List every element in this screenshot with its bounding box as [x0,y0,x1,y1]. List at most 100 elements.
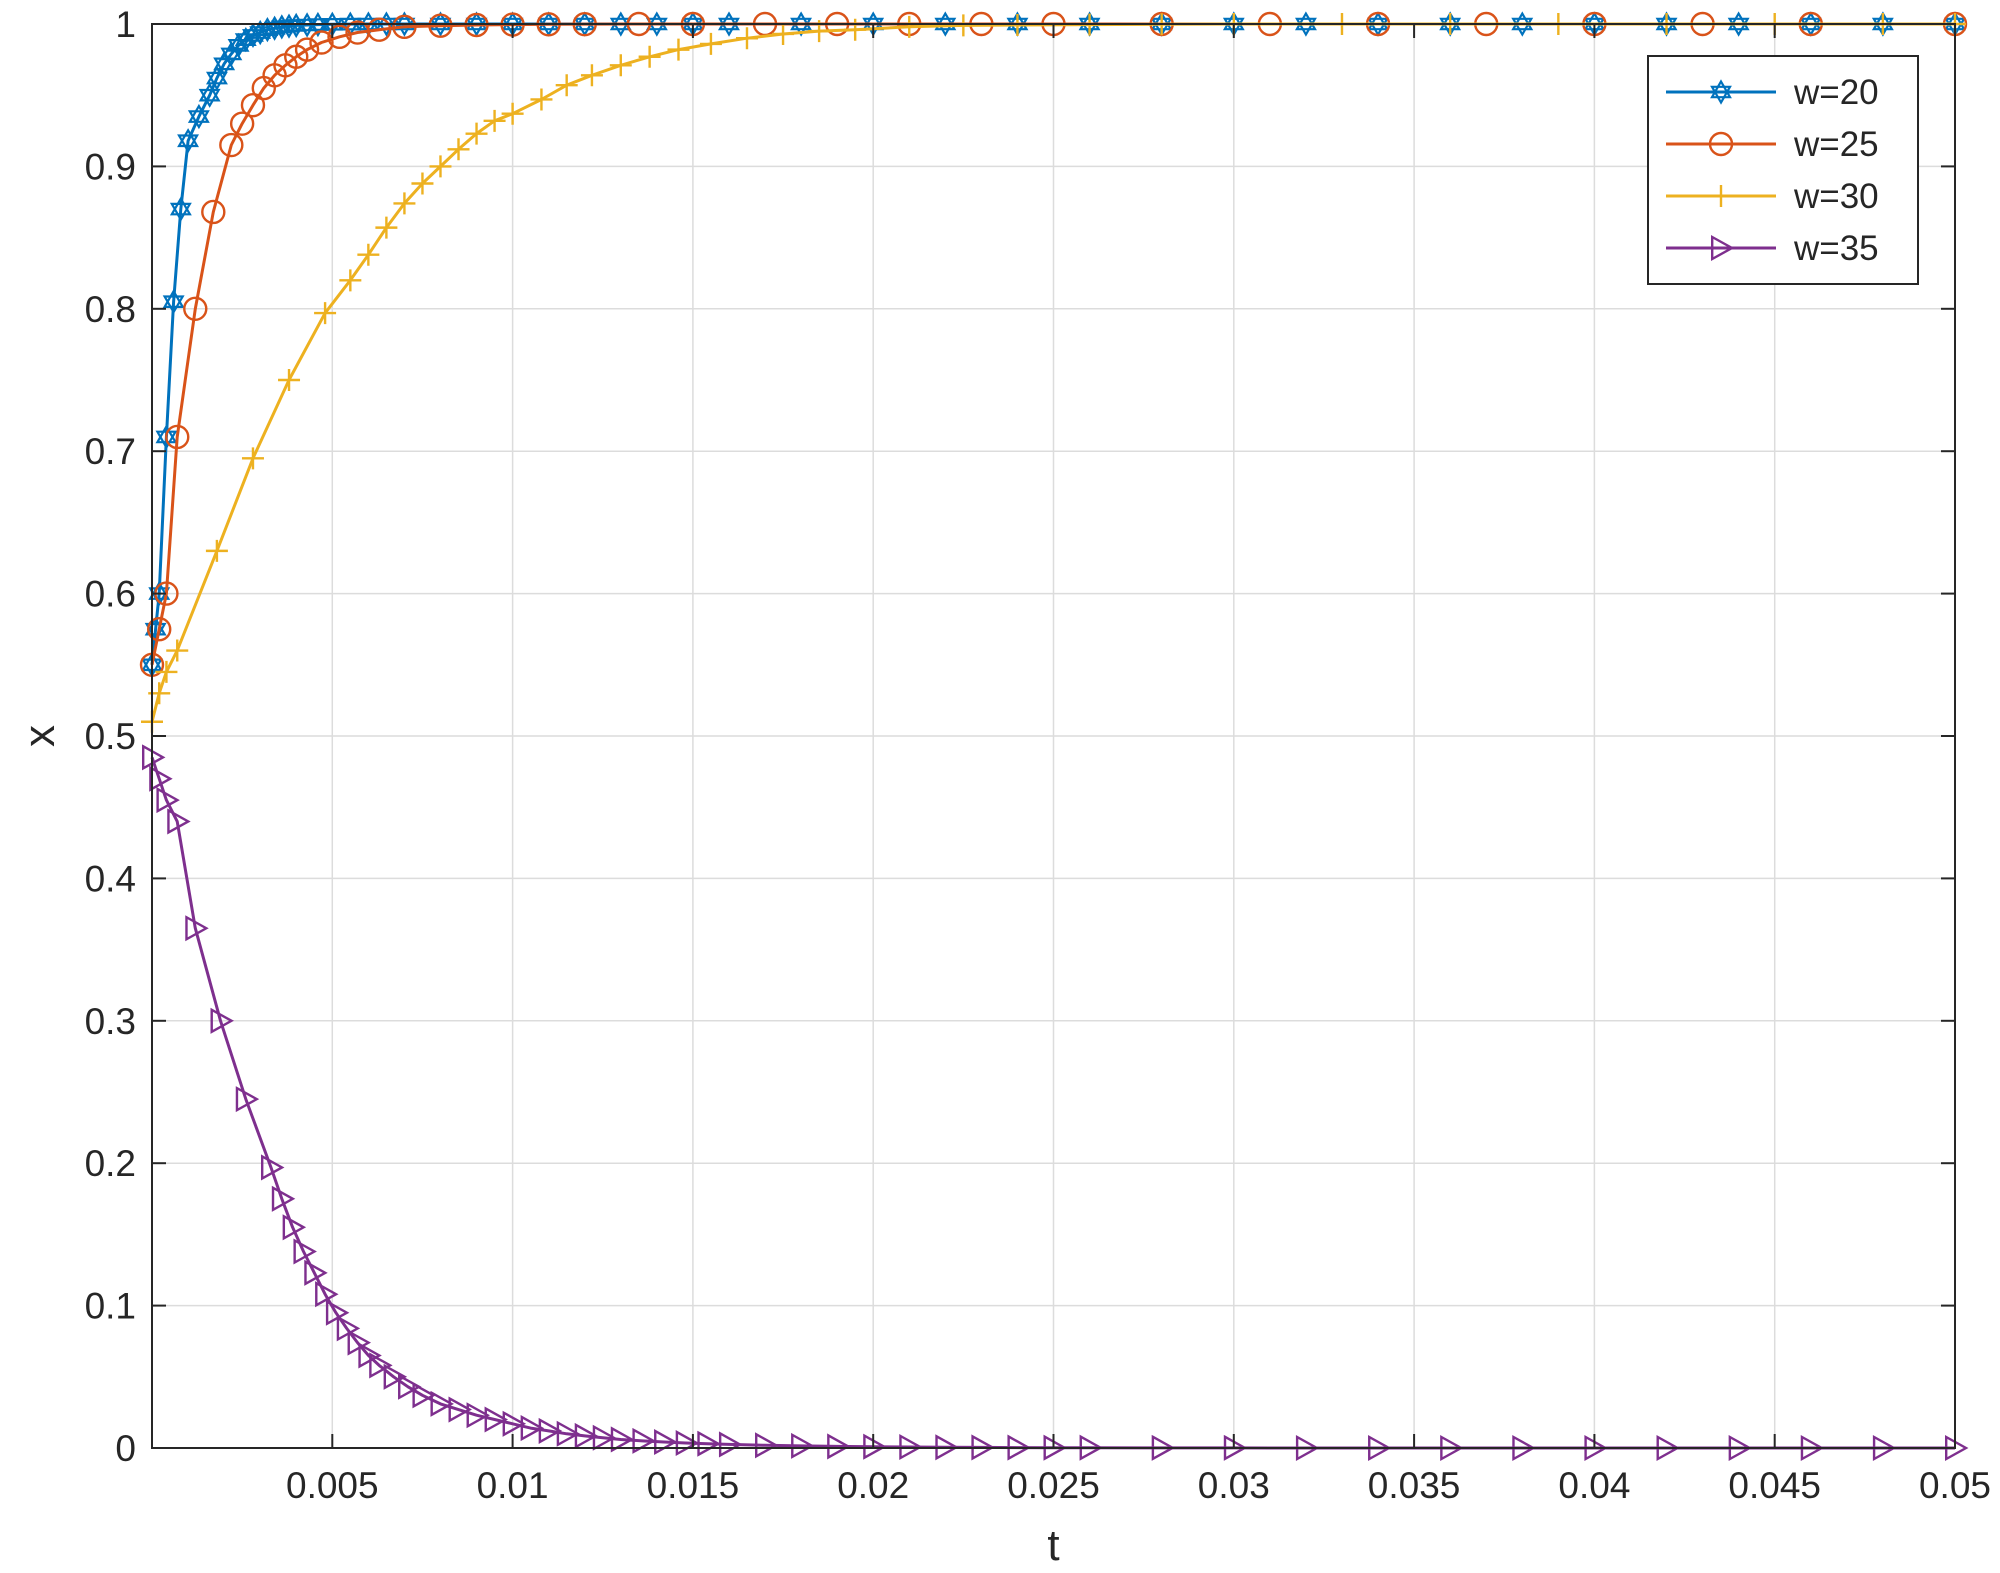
data-point [327,24,352,50]
data-point [667,38,690,61]
y-tick-label: 0.2 [85,1143,136,1184]
data-point [369,1352,393,1379]
legend-item: w=20 [1666,73,1879,112]
legend-label: w=20 [1793,73,1879,112]
data-point [282,1214,307,1241]
legend-item: w=30 [1666,177,1879,216]
data-point [574,1422,599,1449]
y-tick-label: 0.3 [85,1001,136,1042]
data-point [260,1154,285,1181]
data-point [177,128,199,154]
legend-label: w=25 [1793,125,1879,164]
data-point [609,11,632,37]
data-point [430,1390,454,1417]
y-tick-label: 0.8 [85,289,136,330]
data-point [398,1373,422,1400]
data-point [428,13,453,38]
y-tick-label: 0.5 [85,716,136,757]
data-point [314,302,337,325]
data-point [240,92,266,118]
data-point [412,1382,436,1409]
data-point [429,155,452,178]
data-point [791,1432,815,1459]
y-tick-label: 0.9 [85,146,136,187]
data-point [166,639,189,662]
x-axis-title: t [1047,1521,1059,1570]
data-point [156,787,180,814]
data-point [898,15,921,38]
data-point [609,54,632,77]
data-point [610,1426,635,1453]
data-point [142,744,166,771]
data-point [502,1410,527,1437]
data-point [447,138,470,161]
data-point [790,11,813,37]
data-point [229,111,255,136]
data-point [201,199,226,225]
legend: w=20 w=25 w=30 w=35 [1647,55,1919,285]
data-point [483,109,506,132]
y-tick-label: 0.4 [85,858,136,899]
data-point [632,1427,656,1454]
data-point [198,82,221,108]
data-point [466,1402,491,1429]
data-point [448,1396,472,1423]
data-point [294,37,320,62]
x-tick-label: 0.045 [1728,1465,1821,1506]
data-point [185,915,209,942]
data-point [717,11,740,37]
data-point [1799,11,1822,37]
data-point [1367,11,1390,37]
data-point [183,296,208,321]
x-tick-label: 0.015 [647,1465,740,1506]
data-point [555,74,578,97]
data-point [392,14,417,40]
data-point [735,27,758,50]
data-point [952,14,975,37]
x-tick-label: 0.025 [1007,1465,1100,1506]
x-tick-label: 0.005 [286,1465,379,1506]
data-point [306,11,329,38]
data-point [718,1431,743,1458]
legend-marker [1710,79,1732,105]
data-point [205,65,228,91]
data-point [484,1406,509,1433]
data-point [235,1086,260,1113]
data-point [293,1238,317,1265]
data-point [187,103,210,130]
data-point [699,32,722,55]
data-point [383,1363,408,1390]
data-point [580,64,603,87]
axis-ticks: 0.005 0.01 0.015 0.02 0.025 0.03 0.035 0.04 0.04… [85,4,1991,1506]
data-point [501,102,524,125]
data-point [827,1433,851,1460]
data-point [556,1420,581,1447]
data-point [309,30,334,55]
data-point [155,660,178,683]
data-point [1511,11,1534,37]
data-point [465,122,488,145]
data-point [645,11,668,37]
data-point [1727,11,1750,37]
data-point [278,369,301,391]
data-point [520,1415,545,1442]
data-point [162,288,185,315]
data-point [210,1007,234,1034]
data-point [149,765,173,792]
data-point [357,243,380,266]
data-point [271,1185,296,1212]
data-point [465,11,488,37]
data-point [697,1430,721,1457]
data-point [592,1424,617,1451]
legend-label: w=30 [1793,177,1879,216]
legend-box [1647,55,1919,285]
data-point [165,424,190,450]
x-tick-label: 0.01 [477,1465,549,1506]
data-point [755,1432,779,1459]
data-point [1294,11,1317,37]
x-tick-label: 0.04 [1558,1465,1630,1506]
data-point [772,22,795,45]
x-tick-label: 0.03 [1198,1465,1270,1506]
y-tick-label: 0.7 [85,431,136,472]
